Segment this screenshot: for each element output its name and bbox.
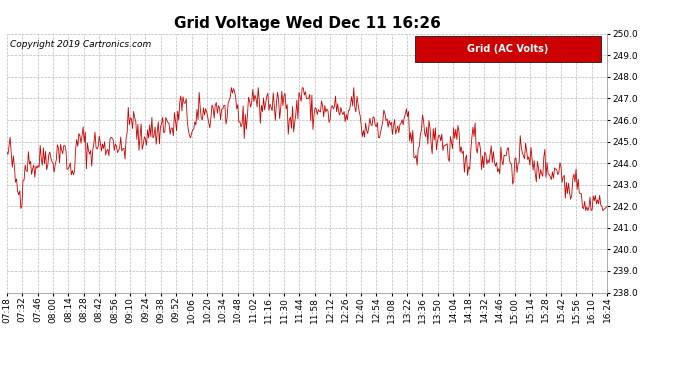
Text: Grid (AC Volts): Grid (AC Volts) — [467, 44, 549, 54]
FancyBboxPatch shape — [415, 36, 601, 62]
Text: Copyright 2019 Cartronics.com: Copyright 2019 Cartronics.com — [10, 40, 151, 49]
Title: Grid Voltage Wed Dec 11 16:26: Grid Voltage Wed Dec 11 16:26 — [174, 16, 440, 31]
